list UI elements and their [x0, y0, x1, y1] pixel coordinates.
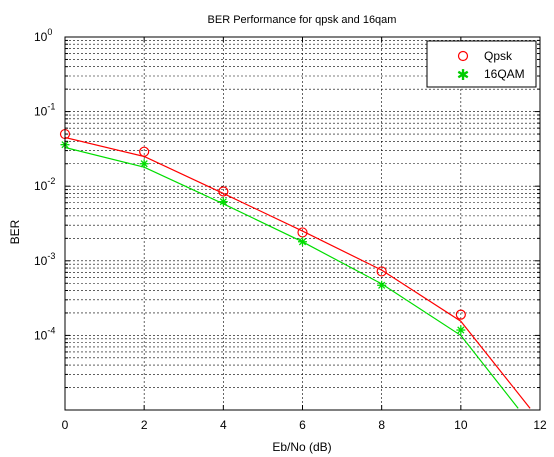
legend: Qpsk ✱ 16QAM — [426, 40, 537, 88]
y-axis-label: BER — [8, 219, 22, 244]
legend-marker-qpsk — [457, 50, 469, 62]
x-tick-label: 0 — [62, 418, 69, 432]
legend-marker-16qam: ✱ — [457, 67, 470, 84]
axes-background — [65, 37, 540, 410]
data-point-qpsk — [139, 146, 150, 157]
ticks: 0 2 4 6 8 10 12 100 10-1 10-2 10-3 10-4 — [34, 27, 547, 432]
data-point-16qam — [218, 197, 228, 207]
data-point-qpsk — [297, 227, 308, 238]
y-tick-label: 10-2 — [34, 176, 55, 193]
data-point-16qam — [139, 159, 149, 169]
legend-box — [426, 40, 537, 88]
legend-label-16qam: 16QAM — [484, 67, 525, 81]
data-point-qpsk — [376, 266, 387, 277]
chart-title: BER Performance for qpsk and 16qam — [208, 14, 397, 26]
data-point-16qam — [456, 325, 466, 335]
y-tick-label: 10-4 — [34, 325, 55, 342]
data-point-16qam — [377, 280, 387, 290]
data-point-qpsk — [218, 186, 229, 197]
data-point-16qam — [298, 237, 307, 247]
x-axis-label: Eb/No (dB) — [272, 440, 331, 454]
data-point-qpsk — [455, 309, 466, 320]
legend-item-qpsk: Qpsk — [457, 49, 513, 63]
plot-area: 0 2 4 6 8 10 12 100 10-1 10-2 10-3 10-4 — [34, 27, 547, 432]
y-tick-label: 10-3 — [34, 251, 55, 268]
x-tick-label: 12 — [533, 418, 547, 432]
y-tick-label: 10-1 — [34, 102, 55, 119]
y-tick-label: 100 — [34, 27, 52, 44]
x-tick-label: 6 — [299, 418, 306, 432]
x-tick-label: 10 — [454, 418, 468, 432]
x-tick-label: 4 — [220, 418, 227, 432]
x-tick-label: 8 — [378, 418, 385, 432]
grid — [65, 37, 540, 410]
x-tick-label: 2 — [141, 418, 148, 432]
legend-label-qpsk: Qpsk — [484, 49, 513, 63]
legend-item-16qam: ✱ 16QAM — [457, 67, 525, 84]
